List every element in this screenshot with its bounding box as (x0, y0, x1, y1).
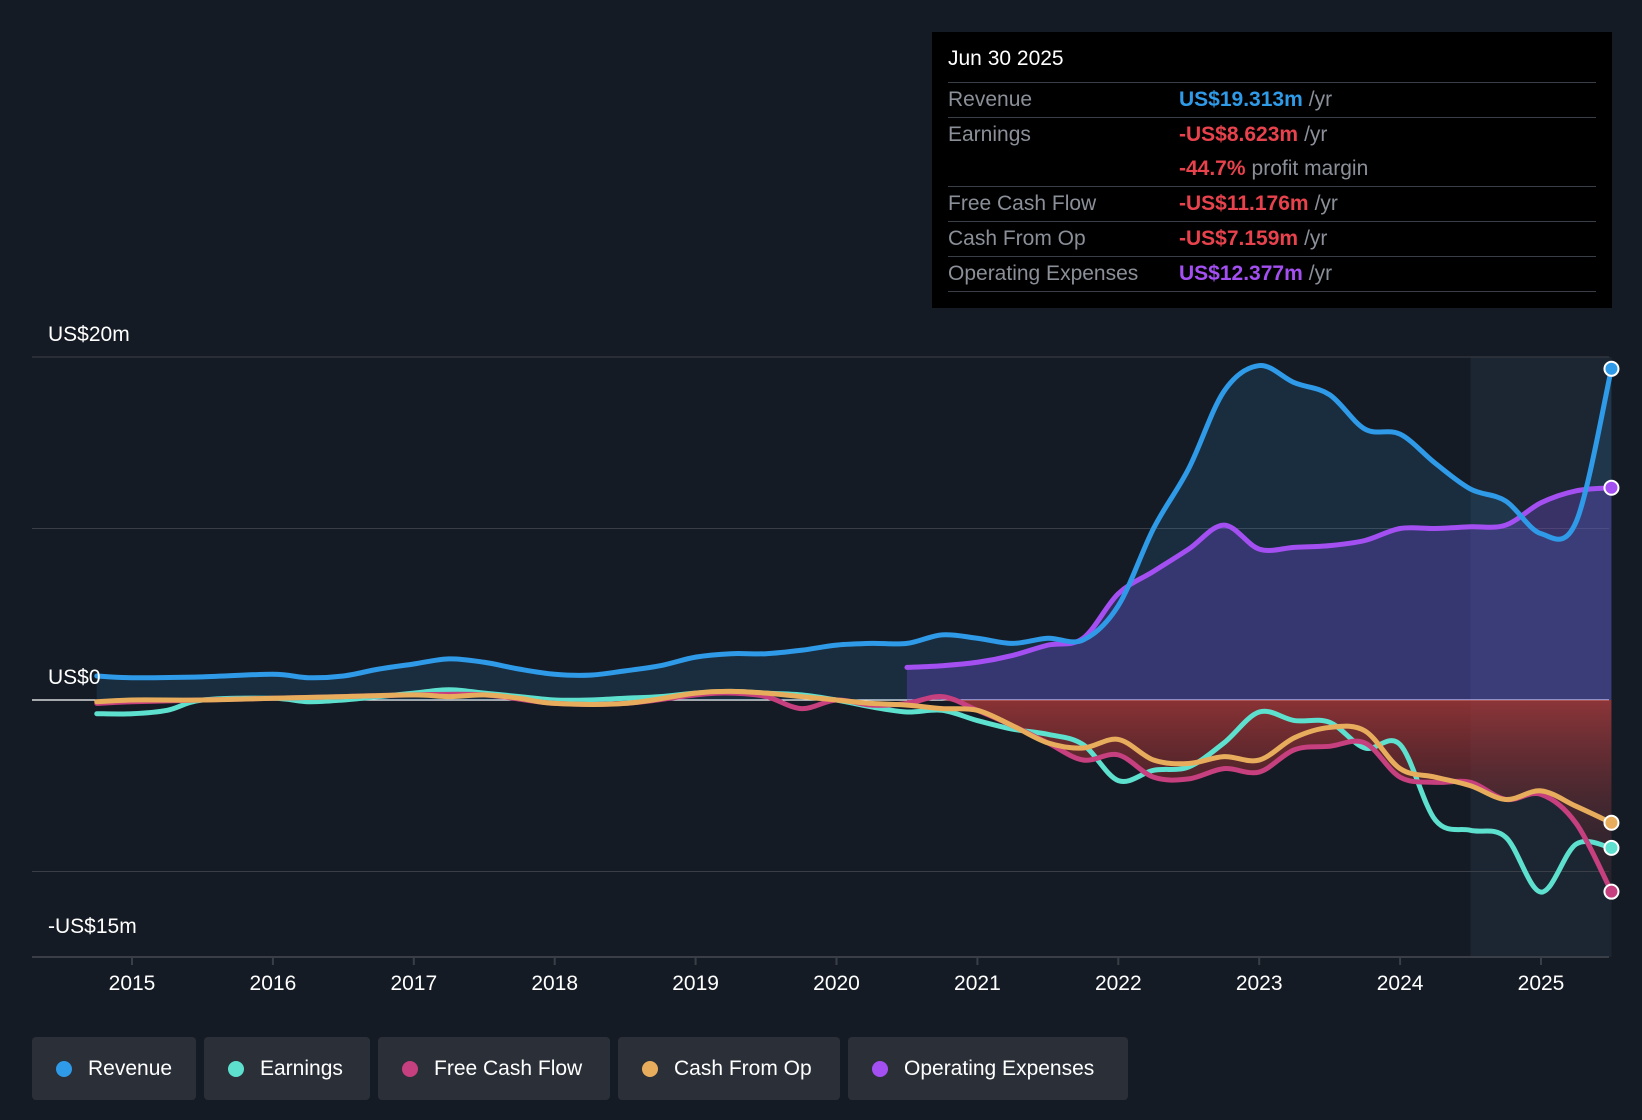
tooltip-unit: /yr (1314, 192, 1338, 215)
legend-label: Earnings (260, 1056, 343, 1080)
tooltip-date: Jun 30 2025 (948, 47, 1064, 70)
tooltip-unit: /yr (1304, 227, 1328, 250)
legend-earnings[interactable]: Earnings (204, 1037, 370, 1100)
legend-free-cash-flow[interactable]: Free Cash Flow (378, 1037, 610, 1100)
legend-label: Revenue (88, 1056, 173, 1080)
legend-dot-icon (872, 1060, 888, 1077)
tooltip-row-operating-expenses: Operating Expenses US$12.377m /yr (948, 256, 1596, 292)
tooltip-label: Revenue (948, 88, 1033, 111)
legend-dot-icon (228, 1060, 244, 1077)
legend-label: Operating Expenses (904, 1056, 1095, 1080)
x-axis-label: 2021 (954, 972, 1001, 995)
cash-from-op-end-point (1603, 814, 1620, 831)
legend-dot-icon (642, 1060, 658, 1077)
tooltip-label: Cash From Op (948, 227, 1086, 250)
operating-expenses-line (904, 485, 1614, 670)
x-axis-label: 2024 (1377, 972, 1424, 995)
tooltip-unit: /yr (1308, 262, 1333, 285)
tooltip-label: Operating Expenses (948, 262, 1139, 285)
revenue-area (96, 365, 1612, 700)
tooltip-row-earnings: Earnings -US$8.623m /yr (948, 117, 1596, 152)
tooltip-value: US$19.313m (1179, 88, 1303, 111)
x-axis-label: 2018 (531, 972, 578, 995)
tooltip-value: -44.7% (1179, 157, 1246, 180)
revenue-line (94, 363, 1614, 681)
operating-expenses-area (906, 487, 1612, 700)
free-cash-flow-end-point (1603, 883, 1620, 900)
tooltip-row-profit-margin: -44.7% profit margin (948, 152, 1596, 186)
x-axis-label: 2019 (672, 972, 719, 995)
tooltip-unit: /yr (1304, 123, 1328, 146)
legend-dot-icon (56, 1060, 72, 1077)
x-axis-label: 2022 (1095, 972, 1142, 995)
cash-from-op-line (94, 688, 1614, 826)
tooltip-value: US$12.377m (1179, 262, 1303, 285)
legend-operating-expenses[interactable]: Operating Expenses (848, 1037, 1128, 1100)
legend-label: Cash From Op (674, 1056, 812, 1080)
tooltip-row-revenue: Revenue US$19.313m /yr (948, 82, 1596, 117)
legend-revenue[interactable]: Revenue (32, 1037, 196, 1100)
x-axis-label: 2015 (109, 972, 156, 995)
x-axis-label: 2016 (250, 972, 297, 995)
y-axis-label: US$0 (48, 666, 101, 689)
tooltip-panel: Jun 30 2025 Revenue US$19.313m /yr Earni… (932, 32, 1612, 308)
legend-dot-icon (402, 1060, 418, 1077)
revenue-end-point (1603, 360, 1620, 377)
y-axis-label: US$20m (48, 323, 130, 346)
tooltip-value: -US$7.159m (1179, 227, 1299, 250)
x-axis-label: 2023 (1236, 972, 1283, 995)
operating-expenses-end-point (1603, 479, 1620, 496)
tooltip-value: -US$11.176m (1179, 192, 1309, 215)
earnings-end-point (1603, 839, 1620, 856)
tooltip-label: Earnings (948, 123, 1031, 146)
tooltip-row-cash-from-op: Cash From Op -US$7.159m /yr (948, 221, 1596, 256)
legend-label: Free Cash Flow (434, 1056, 583, 1080)
y-axis-label: -US$15m (48, 915, 137, 938)
tooltip-value: -US$8.623m (1179, 123, 1299, 146)
x-axis-label: 2020 (813, 972, 860, 995)
x-axis-label: 2025 (1518, 972, 1565, 995)
x-axis-label: 2017 (390, 972, 437, 995)
tooltip-row-free-cash-flow: Free Cash Flow -US$11.176m /yr (948, 186, 1596, 221)
tooltip-label: Free Cash Flow (948, 192, 1097, 215)
legend-cash-from-op[interactable]: Cash From Op (618, 1037, 840, 1100)
highlight-region (1470, 357, 1612, 957)
tooltip-unit: profit margin (1251, 157, 1369, 180)
tooltip-unit: /yr (1308, 88, 1333, 111)
chart: US$20m US$0 -US$15m 2015 2016 2017 2018 2019 202… (32, 323, 1620, 995)
